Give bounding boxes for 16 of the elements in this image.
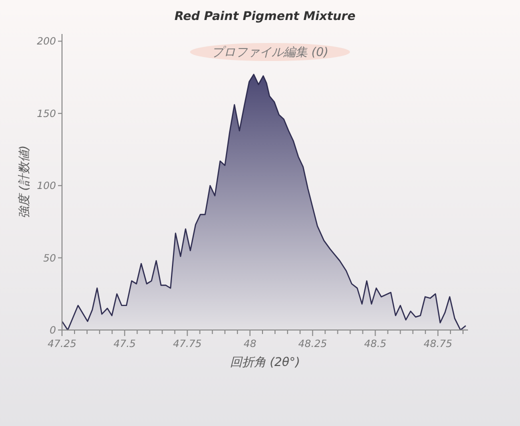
x-tick-label: 48.25 [298,339,327,350]
annotation: プロファイル編集 (0) [212,45,328,59]
y-tick-label: 150 [36,108,56,120]
x-tick-label: 47.5 [114,339,136,350]
x-tick-label: 47.25 [48,339,76,350]
y-tick-label: 100 [36,181,56,192]
x-tick-label: 48 [244,339,256,350]
y-axis-title: 強度 (計数値) [17,145,31,219]
y-tick-label: 0 [50,326,56,336]
x-axis-title: 回折角 (2θ°) [230,355,300,369]
x-tick-label: 47.75 [172,339,202,350]
y-tick-label: 200 [36,36,56,48]
x-tick-label: 48.75 [424,339,452,350]
x-tick-label: 48.5 [364,339,386,350]
y-tick-label: 50 [43,253,56,264]
chart-title: Red Paint Pigment Mixture [174,9,356,23]
